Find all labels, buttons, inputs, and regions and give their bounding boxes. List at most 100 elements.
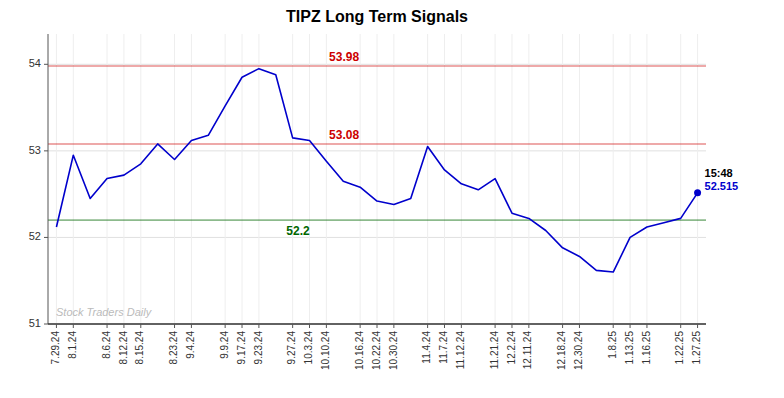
x-tick xyxy=(123,324,124,328)
x-tick xyxy=(326,324,327,328)
x-tick xyxy=(242,324,243,328)
y-tick-label: 51 xyxy=(29,317,41,329)
plot-area xyxy=(48,66,706,272)
x-tick xyxy=(511,324,512,328)
x-tick xyxy=(309,324,310,328)
axes: 51 52 53 54 7.29.24 8.1.24 8.6.24 8.12.24 8.15.2… xyxy=(29,34,706,370)
y-tick xyxy=(44,150,48,151)
y-tick xyxy=(44,324,48,325)
grid-line-x xyxy=(511,34,512,324)
x-tick-label: 8.1.24 xyxy=(67,331,78,359)
signal-line xyxy=(48,65,706,67)
grid-line-x xyxy=(73,34,74,324)
y-tick xyxy=(44,237,48,238)
grid-line-x xyxy=(697,34,698,324)
x-tick-label: 1.8.25 xyxy=(607,331,618,359)
grid xyxy=(48,34,706,324)
x-tick-label: 10.3.24 xyxy=(303,331,314,365)
grid-line-x xyxy=(309,34,310,324)
price-line xyxy=(56,69,697,272)
grid-line-x xyxy=(646,34,647,324)
x-tick xyxy=(191,324,192,328)
signal-label: 52.2 xyxy=(286,224,310,238)
grid-line-x xyxy=(326,34,327,324)
x-tick-label: 9.9.24 xyxy=(219,331,230,359)
x-tick xyxy=(377,324,378,328)
x-tick xyxy=(630,324,631,328)
x-tick xyxy=(56,324,57,328)
x-tick-label: 12.30.24 xyxy=(573,331,584,370)
x-tick xyxy=(393,324,394,328)
time-label: 15:48 xyxy=(705,167,733,179)
chart: Stock Traders Daily 51 52 53 54 7.29.24 8.1.24… xyxy=(0,0,784,398)
x-tick xyxy=(495,324,496,328)
grid-line-x xyxy=(174,34,175,324)
x-tick xyxy=(225,324,226,328)
grid-line-x xyxy=(140,34,141,324)
x-tick-label: 11.7.24 xyxy=(438,331,449,364)
y-tick-label: 54 xyxy=(29,57,41,69)
signal-line xyxy=(48,143,706,145)
price-label: 52.515 xyxy=(705,180,739,192)
grid-line-x xyxy=(123,34,124,324)
x-tick xyxy=(427,324,428,328)
grid-line-x xyxy=(225,34,226,324)
watermark: Stock Traders Daily xyxy=(56,306,153,318)
y-axis-line xyxy=(48,34,49,324)
signal-label: 53.08 xyxy=(329,128,359,142)
x-tick-label: 9.17.24 xyxy=(236,331,247,365)
x-tick xyxy=(107,324,108,328)
x-tick-label: 10.22.24 xyxy=(371,331,382,370)
x-tick xyxy=(140,324,141,328)
x-tick xyxy=(646,324,647,328)
grid-line-x xyxy=(579,34,580,324)
x-tick-label: 12.18.24 xyxy=(556,331,567,370)
x-tick xyxy=(528,324,529,328)
x-tick-label: 7.29.24 xyxy=(50,331,61,365)
x-tick xyxy=(697,324,698,328)
grid-line-x xyxy=(444,34,445,324)
grid-line-x xyxy=(630,34,631,324)
x-tick-label: 8.12.24 xyxy=(118,331,129,365)
grid-line-x xyxy=(613,34,614,324)
grid-line-x xyxy=(528,34,529,324)
x-tick xyxy=(680,324,681,328)
y-tick-label: 53 xyxy=(29,144,41,156)
x-tick xyxy=(579,324,580,328)
last-point xyxy=(694,189,701,196)
signal-label: 53.98 xyxy=(329,50,359,64)
x-tick xyxy=(444,324,445,328)
x-tick-label: 8.15.24 xyxy=(134,331,145,365)
x-tick xyxy=(174,324,175,328)
x-tick-label: 9.23.24 xyxy=(253,331,264,365)
grid-line-x xyxy=(191,34,192,324)
x-tick xyxy=(562,324,563,328)
x-tick-label: 11.12.24 xyxy=(455,331,466,370)
x-tick-label: 8.6.24 xyxy=(101,331,112,359)
x-tick-label: 1.22.25 xyxy=(674,331,685,365)
x-tick xyxy=(258,324,259,328)
x-tick-label: 12.11.24 xyxy=(522,331,533,370)
grid-line-x xyxy=(258,34,259,324)
grid-line-x xyxy=(292,34,293,324)
x-tick xyxy=(73,324,74,328)
x-tick-label: 11.4.24 xyxy=(421,331,432,364)
x-tick-label: 12.2.24 xyxy=(506,331,517,365)
x-tick xyxy=(461,324,462,328)
x-tick-label: 8.23.24 xyxy=(168,331,179,365)
grid-line-x xyxy=(562,34,563,324)
x-tick-label: 10.10.24 xyxy=(320,331,331,370)
signal-line xyxy=(48,219,706,221)
grid-line-x xyxy=(427,34,428,324)
x-tick-label: 11.21.24 xyxy=(489,331,500,370)
title: TIPZ Long Term Signals xyxy=(286,8,468,25)
y-tick-label: 52 xyxy=(29,230,41,242)
x-tick-label: 9.27.24 xyxy=(286,331,297,365)
x-tick-label: 1.16.25 xyxy=(641,331,652,365)
y-tick xyxy=(44,64,48,65)
grid-line-x xyxy=(680,34,681,324)
grid-line-x xyxy=(377,34,378,324)
x-tick-label: 10.16.24 xyxy=(354,331,365,370)
x-tick-label: 9.4.24 xyxy=(185,331,196,359)
x-tick xyxy=(292,324,293,328)
